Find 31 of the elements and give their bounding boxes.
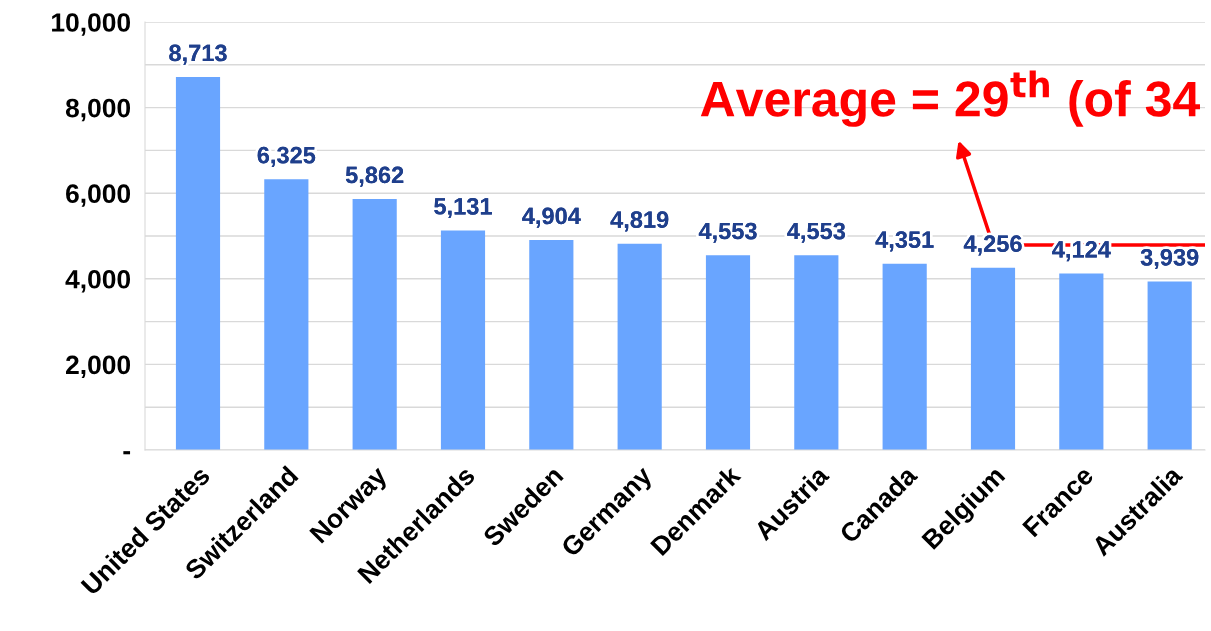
bar [264,179,309,450]
data-label: 4,553 [698,222,757,243]
data-label: 4,819 [610,211,669,232]
bar [617,243,662,450]
y-tick-label: 10,000 [52,13,131,36]
data-label: 4,124 [1052,241,1111,262]
bar [705,255,751,450]
bar [794,255,839,450]
data-label: 4,553 [787,222,846,243]
annotation: Average = 29$^{th}$ (of 34 [700,70,1200,127]
data-label: 4,256 [963,235,1022,256]
data-label: 3,939 [1140,248,1199,270]
data-label: 6,325 [257,146,316,167]
bar [175,77,221,450]
y-tick-label: 4,000 [65,269,131,293]
data-label: 8,713 [169,44,227,65]
bar [529,240,574,450]
data-label: 4,904 [522,207,581,228]
bar [882,263,927,450]
bar [352,199,397,450]
y-tick-label: - [123,451,131,455]
y-tick-label: 2,000 [66,355,131,379]
data-label: 4,351 [875,231,934,252]
bar [1147,281,1192,450]
bar [970,267,1016,450]
bar [440,230,486,450]
y-tick-label: 6,000 [66,184,131,207]
data-label: 5,862 [345,166,404,187]
y-tick-label: 8,000 [65,98,131,122]
bar [1059,273,1104,450]
data-label: 5,131 [434,197,492,219]
